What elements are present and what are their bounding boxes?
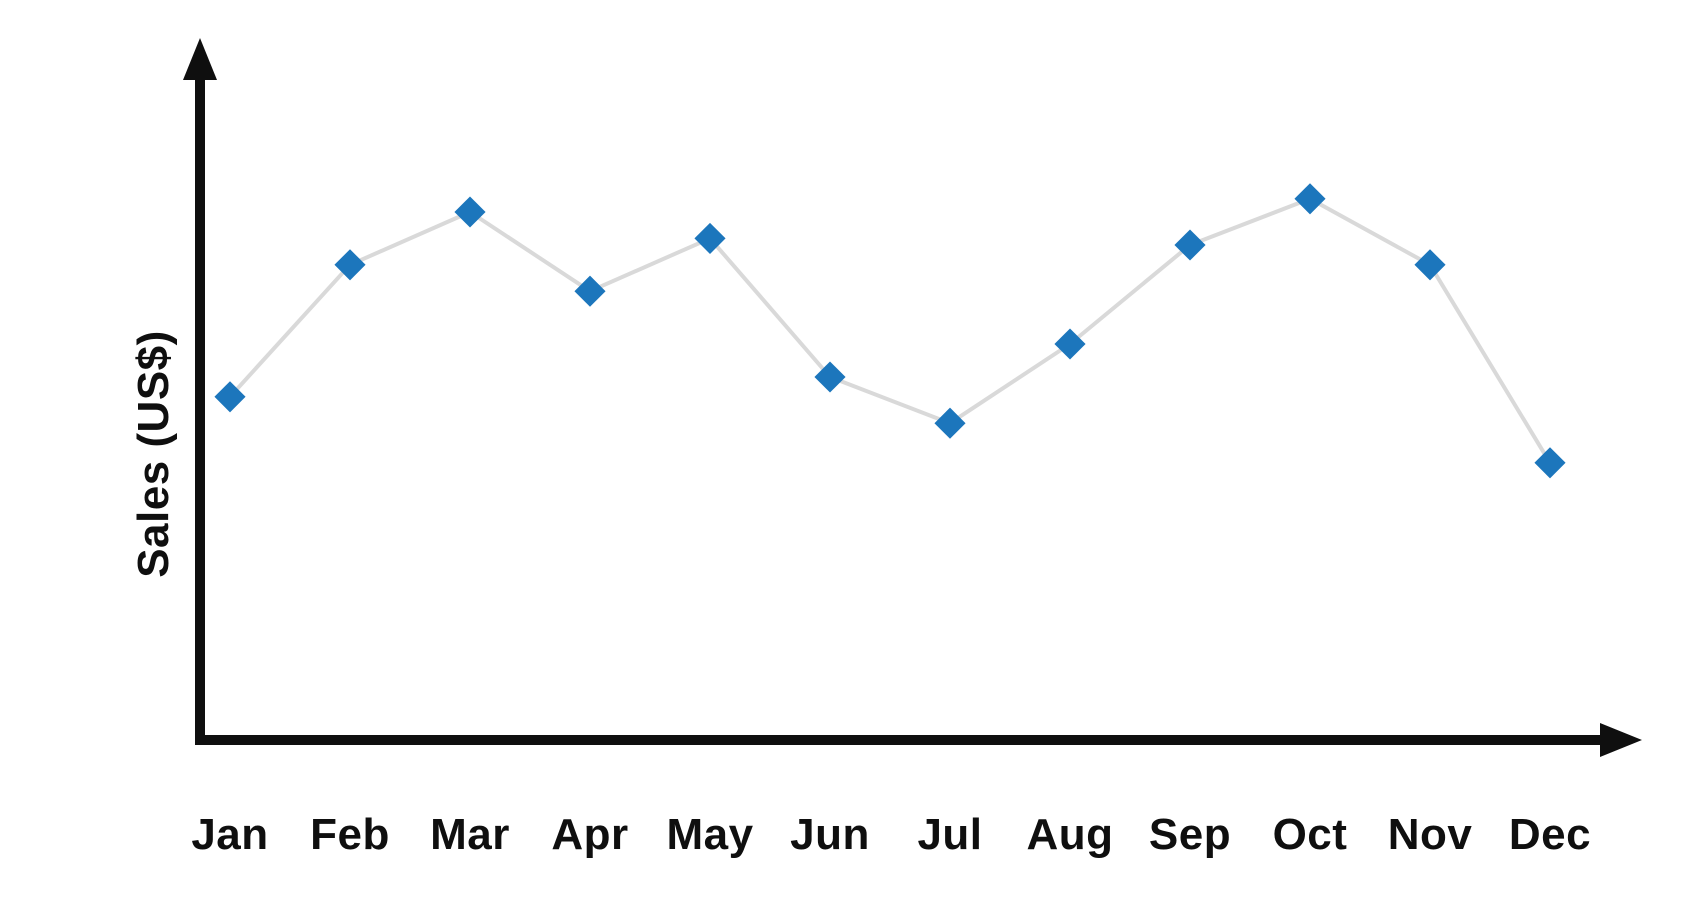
data-marker	[934, 408, 965, 439]
chart-canvas	[0, 0, 1702, 907]
sales-line-chart: Sales (US$) JanFebMarAprMayJunJulAugSepO…	[0, 0, 1702, 907]
y-axis-label: Sales (US$)	[129, 330, 179, 578]
data-marker	[454, 196, 485, 227]
x-axis-arrowhead	[1600, 723, 1642, 757]
data-line	[230, 199, 1550, 463]
data-marker	[574, 276, 605, 307]
y-axis-arrowhead	[183, 38, 217, 80]
data-marker	[1294, 183, 1325, 214]
data-marker	[1534, 447, 1565, 478]
data-marker	[1414, 249, 1445, 280]
